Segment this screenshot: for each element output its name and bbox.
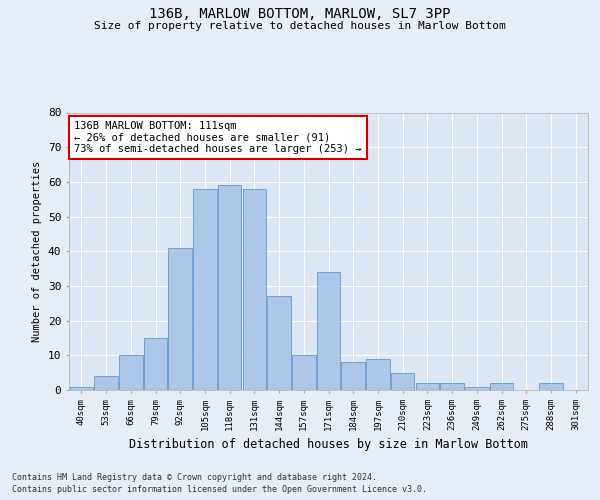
- Text: Size of property relative to detached houses in Marlow Bottom: Size of property relative to detached ho…: [94, 21, 506, 31]
- Bar: [440, 383, 464, 390]
- Bar: [416, 383, 439, 390]
- Bar: [268, 296, 291, 390]
- Bar: [391, 372, 415, 390]
- Text: 136B, MARLOW BOTTOM, MARLOW, SL7 3PP: 136B, MARLOW BOTTOM, MARLOW, SL7 3PP: [149, 8, 451, 22]
- Bar: [292, 356, 316, 390]
- Bar: [193, 189, 217, 390]
- Bar: [490, 383, 513, 390]
- Y-axis label: Number of detached properties: Number of detached properties: [32, 160, 43, 342]
- Text: Contains public sector information licensed under the Open Government Licence v3: Contains public sector information licen…: [12, 485, 427, 494]
- Bar: [317, 272, 340, 390]
- Bar: [218, 186, 241, 390]
- Text: 136B MARLOW BOTTOM: 111sqm
← 26% of detached houses are smaller (91)
73% of semi: 136B MARLOW BOTTOM: 111sqm ← 26% of deta…: [74, 121, 362, 154]
- Bar: [70, 386, 93, 390]
- Bar: [539, 383, 563, 390]
- Bar: [119, 356, 143, 390]
- Bar: [169, 248, 192, 390]
- Bar: [242, 189, 266, 390]
- Bar: [366, 359, 389, 390]
- Text: Contains HM Land Registry data © Crown copyright and database right 2024.: Contains HM Land Registry data © Crown c…: [12, 472, 377, 482]
- Bar: [341, 362, 365, 390]
- Bar: [144, 338, 167, 390]
- X-axis label: Distribution of detached houses by size in Marlow Bottom: Distribution of detached houses by size …: [129, 438, 528, 451]
- Bar: [94, 376, 118, 390]
- Bar: [465, 386, 488, 390]
